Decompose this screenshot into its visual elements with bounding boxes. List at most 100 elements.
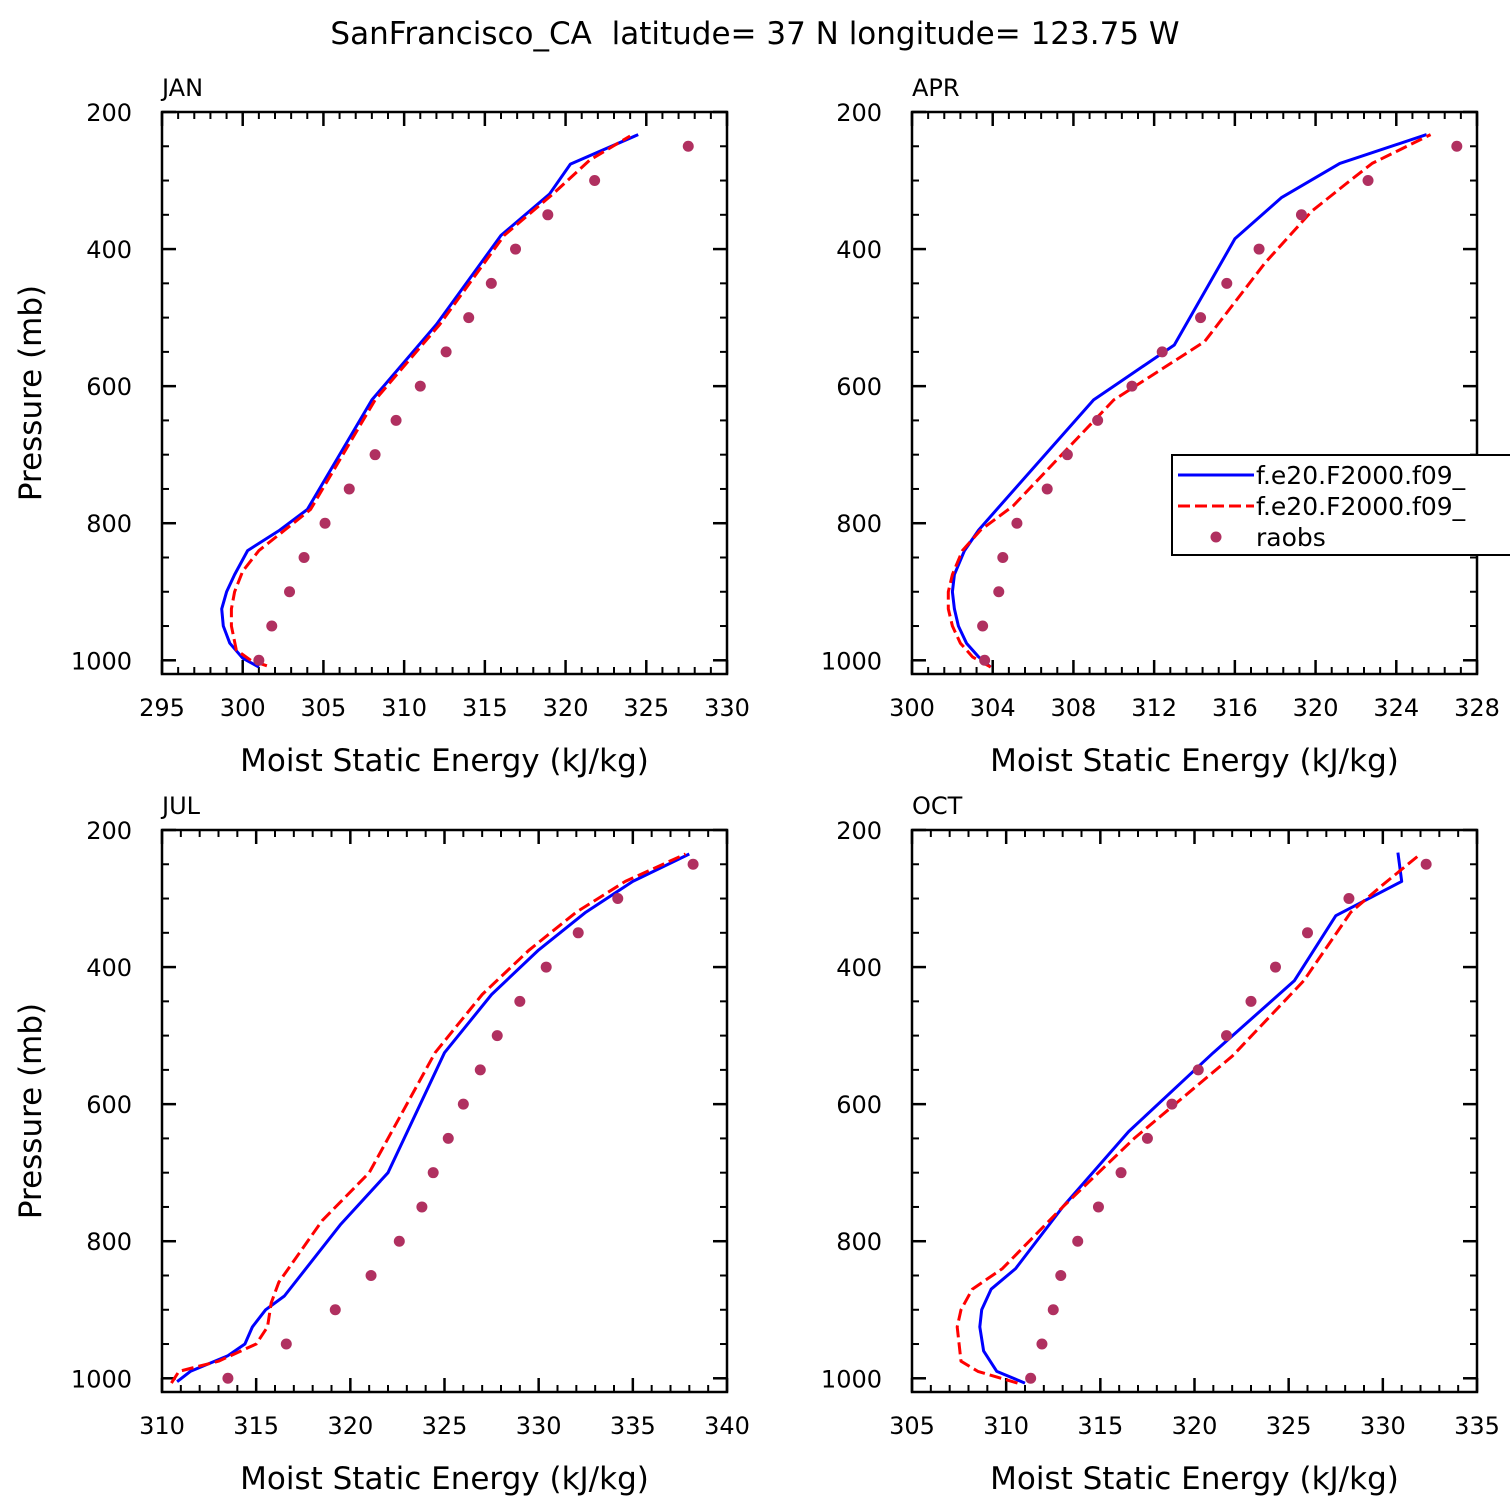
panel-apr: APR 300 304 308 312 316 320 324 328 200 400 600 800 1…: [821, 74, 1500, 779]
raobs-point: [1025, 1372, 1037, 1384]
y-tick-label: 1000: [821, 647, 882, 675]
y-tick-label: 800: [86, 510, 132, 538]
x-tick-label: 308: [1051, 694, 1097, 722]
y-tick-label: 600: [836, 1091, 882, 1119]
raobs-point: [253, 654, 265, 666]
x-tick-label: 320: [327, 1412, 373, 1440]
raobs-point: [1253, 243, 1265, 255]
y-tick-label: 400: [836, 236, 882, 264]
x-tick-label: 305: [301, 694, 347, 722]
raobs-point: [510, 243, 522, 255]
panel-jan: JAN 295 300 305 310 315 320 325 330 200 400 600 800 1…: [13, 74, 750, 779]
y-tick-label: 200: [86, 99, 132, 127]
y-tick-label: 200: [836, 99, 882, 127]
raobs-point: [390, 414, 402, 426]
raobs-point: [284, 586, 296, 598]
raobs-point: [977, 620, 989, 632]
x-tick-label: 310: [983, 1412, 1029, 1440]
x-tick-label: 310: [381, 694, 427, 722]
raobs-point: [1126, 380, 1138, 392]
y-tick-label: 1000: [71, 647, 132, 675]
x-tick-label: 328: [1454, 694, 1500, 722]
raobs-point: [1420, 858, 1432, 870]
raobs-point: [1156, 346, 1168, 358]
x-tick-label: 305: [889, 1412, 935, 1440]
model-line-dashed: [229, 134, 631, 668]
raobs-point: [682, 140, 694, 152]
raobs-point: [491, 1030, 503, 1042]
x-axis-title: Moist Static Energy (kJ/kg): [240, 1461, 649, 1497]
x-tick-label: 315: [233, 1412, 279, 1440]
x-tick-label: 315: [1077, 1412, 1123, 1440]
legend-box: [1171, 454, 1510, 556]
raobs-point: [298, 551, 310, 563]
raobs-point: [365, 1269, 377, 1281]
raobs-point: [1451, 140, 1463, 152]
raobs-point: [427, 1167, 439, 1179]
raobs-point: [1141, 1132, 1153, 1144]
x-tick-label: 340: [704, 1412, 750, 1440]
series-group: [220, 133, 694, 669]
plot-frame: [910, 828, 1479, 1394]
x-tick-label: 325: [422, 1412, 468, 1440]
raobs-point: [1047, 1304, 1059, 1316]
raobs-point: [1041, 483, 1053, 495]
raobs-point: [319, 517, 331, 529]
raobs-point: [485, 277, 497, 289]
y-tick-label: 800: [836, 1228, 882, 1256]
panel-label: OCT: [912, 792, 963, 820]
model-line-solid: [220, 133, 639, 669]
raobs-point: [1072, 1235, 1084, 1247]
x-tick-label: 320: [1172, 1412, 1218, 1440]
raobs-point: [514, 995, 526, 1007]
x-tick-label: 316: [1212, 694, 1258, 722]
raobs-point: [1221, 1030, 1233, 1042]
raobs-point: [1302, 927, 1313, 939]
model-line-solid: [950, 133, 1428, 669]
x-tick-label: 320: [543, 694, 589, 722]
panel-jul: JUL 310 315 320 325 330 335 340 200 400 600 800 1000…: [13, 792, 750, 1497]
raobs-point: [1245, 995, 1257, 1007]
x-tick-label: 300: [220, 694, 266, 722]
raobs-point: [1092, 414, 1104, 426]
x-tick-label: 330: [704, 694, 750, 722]
panel-label: APR: [912, 74, 960, 102]
panel-oct: OCT 305 310 315 320 325 330 335 200 400 600 800 1000…: [821, 792, 1500, 1497]
legend-marker-dot: [1210, 531, 1222, 543]
raobs-point: [1362, 175, 1374, 187]
x-axis-title: Moist Static Energy (kJ/kg): [240, 743, 649, 779]
x-tick-label: 330: [1360, 1412, 1406, 1440]
model-line-solid: [978, 852, 1404, 1385]
raobs-point: [572, 927, 584, 939]
raobs-point: [979, 654, 991, 666]
raobs-point: [540, 961, 552, 973]
raobs-point: [1011, 517, 1023, 529]
raobs-point: [1343, 893, 1355, 905]
raobs-point: [463, 312, 475, 324]
y-axis-title: Pressure (mb): [13, 1003, 49, 1219]
plot-frame: [160, 828, 729, 1394]
x-axis-title: Moist Static Energy (kJ/kg): [990, 1461, 1399, 1497]
raobs-point: [542, 209, 554, 221]
raobs-point: [1092, 1201, 1104, 1213]
figure-title: SanFrancisco_CA latitude= 37 N longitude…: [330, 16, 1179, 52]
raobs-point: [589, 175, 601, 187]
plot-frame: [160, 110, 729, 676]
x-tick-label: 335: [1454, 1412, 1500, 1440]
y-tick-label: 800: [836, 510, 882, 538]
y-tick-label: 800: [86, 1228, 132, 1256]
raobs-point: [687, 858, 699, 870]
raobs-point: [414, 380, 426, 392]
x-tick-label: 300: [889, 694, 935, 722]
x-tick-label: 320: [1293, 694, 1339, 722]
y-tick-label: 200: [836, 817, 882, 845]
x-tick-label: 315: [462, 694, 508, 722]
x-tick-label: 295: [139, 694, 185, 722]
legend: f.e20.F2000.f09_f.e20.F2000.f09_raobs: [1171, 454, 1510, 556]
raobs-point: [474, 1064, 486, 1076]
raobs-point: [1295, 209, 1307, 221]
model-line-dashed: [946, 133, 1432, 669]
panels: JAN 295 300 305 310 315 320 325 330 200 400 600 800 1…: [13, 74, 1500, 1497]
raobs-point: [440, 346, 452, 358]
